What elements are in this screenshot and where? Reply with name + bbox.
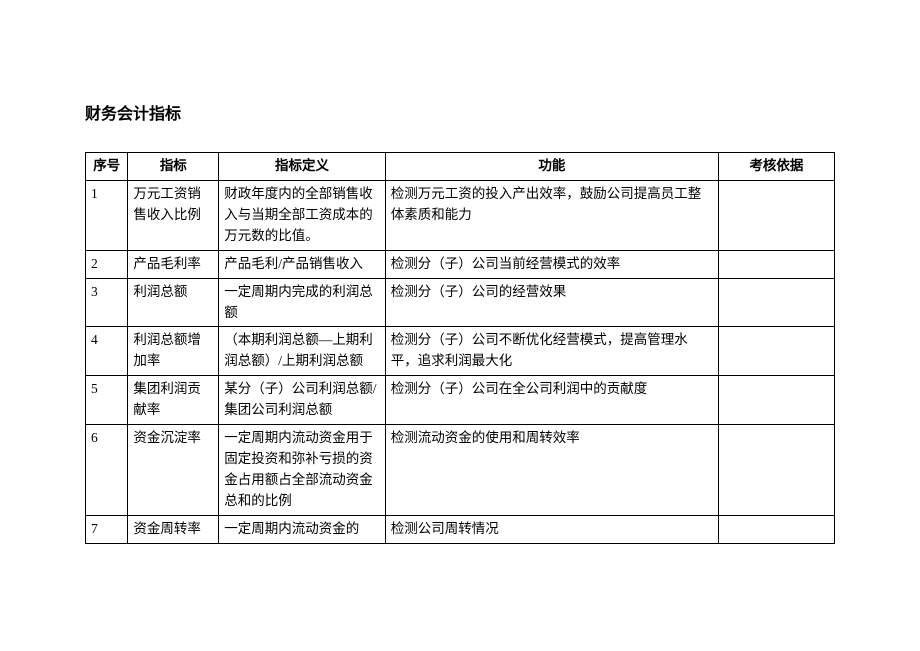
table-row: 2产品毛利率产品毛利/产品销售收入检测分（子）公司当前经营模式的效率 [86,250,835,278]
table-cell: 产品毛利率 [128,250,219,278]
table-cell: 某分（子）公司利润总额/集团公司利润总额 [219,376,386,425]
table-row: 5集团利润贡献率某分（子）公司利润总额/集团公司利润总额检测分（子）公司在全公司… [86,376,835,425]
page-title: 财务会计指标 [85,100,835,124]
table-cell: 2 [86,250,128,278]
table-cell: 检测万元工资的投入产出效率，鼓励公司提高员工整体素质和能力 [385,180,718,250]
table-cell: 1 [86,180,128,250]
table-cell: 资金周转率 [128,515,219,543]
col-header-definition: 指标定义 [219,153,386,181]
table-cell: 集团利润贡献率 [128,376,219,425]
table-body: 1万元工资销售收入比例财政年度内的全部销售收入与当期全部工资成本的万元数的比值。… [86,180,835,543]
table-cell: 利润总额增加率 [128,327,219,376]
table-cell: 5 [86,376,128,425]
col-header-function: 功能 [385,153,718,181]
table-cell: 一定周期内完成的利润总额 [219,278,386,327]
table-cell [718,327,834,376]
table-row: 1万元工资销售收入比例财政年度内的全部销售收入与当期全部工资成本的万元数的比值。… [86,180,835,250]
col-header-basis: 考核依据 [718,153,834,181]
table-cell: 7 [86,515,128,543]
table-cell: 检测分（子）公司不断优化经营模式，提高管理水平，追求利润最大化 [385,327,718,376]
table-cell [718,515,834,543]
col-header-sn: 序号 [86,153,128,181]
table-cell: 检测分（子）公司当前经营模式的效率 [385,250,718,278]
table-cell [718,425,834,516]
table-cell: 检测分（子）公司在全公司利润中的贡献度 [385,376,718,425]
table-header-row: 序号 指标 指标定义 功能 考核依据 [86,153,835,181]
table-cell: 一定周期内流动资金的 [219,515,386,543]
table-cell: 6 [86,425,128,516]
table-cell: （本期利润总额—上期利润总额）/上期利润总额 [219,327,386,376]
table-cell [718,250,834,278]
table-cell: 3 [86,278,128,327]
indicators-table: 序号 指标 指标定义 功能 考核依据 1万元工资销售收入比例财政年度内的全部销售… [85,152,835,544]
table-cell: 一定周期内流动资金用于固定投资和弥补亏损的资金占用额占全部流动资金总和的比例 [219,425,386,516]
table-row: 7资金周转率一定周期内流动资金的检测公司周转情况 [86,515,835,543]
table-cell: 资金沉淀率 [128,425,219,516]
table-cell [718,376,834,425]
table-cell: 检测分（子）公司的经营效果 [385,278,718,327]
table-cell: 检测流动资金的使用和周转效率 [385,425,718,516]
table-row: 6资金沉淀率一定周期内流动资金用于固定投资和弥补亏损的资金占用额占全部流动资金总… [86,425,835,516]
table-row: 3利润总额一定周期内完成的利润总额检测分（子）公司的经营效果 [86,278,835,327]
table-cell [718,180,834,250]
table-cell: 检测公司周转情况 [385,515,718,543]
table-cell: 财政年度内的全部销售收入与当期全部工资成本的万元数的比值。 [219,180,386,250]
table-cell: 4 [86,327,128,376]
table-cell: 产品毛利/产品销售收入 [219,250,386,278]
table-cell [718,278,834,327]
table-cell: 利润总额 [128,278,219,327]
col-header-indicator: 指标 [128,153,219,181]
table-row: 4利润总额增加率（本期利润总额—上期利润总额）/上期利润总额检测分（子）公司不断… [86,327,835,376]
table-cell: 万元工资销售收入比例 [128,180,219,250]
